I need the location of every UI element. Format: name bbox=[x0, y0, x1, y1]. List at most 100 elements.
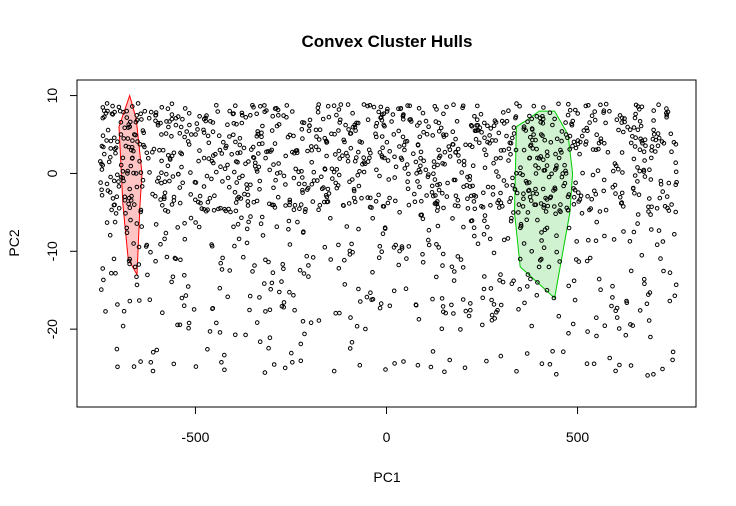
data-point bbox=[134, 274, 139, 280]
data-point bbox=[621, 129, 626, 135]
data-point bbox=[377, 173, 382, 179]
data-point bbox=[444, 194, 450, 199]
data-point bbox=[516, 307, 521, 312]
data-point bbox=[518, 165, 523, 170]
data-point bbox=[108, 174, 113, 180]
data-point bbox=[645, 373, 650, 378]
data-point bbox=[453, 136, 458, 142]
data-point bbox=[243, 332, 248, 338]
data-point bbox=[514, 190, 520, 196]
data-point bbox=[196, 199, 201, 205]
data-point bbox=[267, 167, 273, 173]
data-point bbox=[252, 263, 257, 268]
data-point bbox=[467, 174, 473, 179]
data-point bbox=[583, 103, 589, 109]
data-point bbox=[484, 358, 489, 364]
data-point bbox=[380, 145, 385, 150]
data-point bbox=[477, 140, 482, 146]
data-point bbox=[317, 202, 323, 208]
data-point bbox=[465, 196, 470, 201]
cluster-point bbox=[131, 241, 136, 246]
data-point bbox=[108, 154, 113, 160]
data-point bbox=[432, 177, 438, 182]
data-point bbox=[240, 173, 245, 179]
data-point bbox=[485, 184, 491, 190]
data-point bbox=[193, 220, 198, 225]
data-point bbox=[630, 134, 635, 139]
data-point bbox=[441, 111, 446, 117]
data-point bbox=[527, 113, 532, 119]
data-point bbox=[489, 312, 495, 318]
data-point bbox=[260, 123, 265, 129]
data-point bbox=[206, 156, 212, 161]
data-point bbox=[347, 346, 353, 351]
data-point bbox=[656, 102, 661, 107]
data-point bbox=[348, 145, 354, 151]
data-point bbox=[668, 131, 674, 137]
y-axis-label: PC2 bbox=[6, 229, 22, 256]
data-point bbox=[194, 121, 200, 126]
data-point bbox=[106, 159, 112, 165]
data-point bbox=[664, 194, 670, 199]
data-point bbox=[267, 335, 273, 341]
data-point bbox=[405, 103, 410, 108]
data-point bbox=[488, 126, 494, 131]
data-point bbox=[411, 151, 416, 156]
data-point bbox=[393, 164, 399, 170]
data-point bbox=[184, 129, 189, 134]
data-point bbox=[159, 170, 164, 175]
data-point bbox=[134, 184, 140, 190]
data-point bbox=[649, 144, 655, 149]
data-point bbox=[124, 115, 130, 120]
data-point bbox=[653, 149, 658, 154]
data-point bbox=[128, 119, 133, 125]
data-point bbox=[238, 196, 244, 201]
data-point bbox=[128, 163, 134, 169]
data-point bbox=[277, 289, 282, 295]
data-point bbox=[334, 112, 339, 118]
data-point bbox=[266, 345, 271, 351]
data-point bbox=[207, 195, 213, 201]
data-point bbox=[492, 118, 498, 123]
data-point bbox=[524, 217, 530, 223]
data-point bbox=[146, 156, 151, 161]
data-point bbox=[553, 211, 558, 217]
data-point bbox=[443, 132, 449, 138]
data-point bbox=[563, 168, 568, 174]
data-point bbox=[603, 101, 609, 107]
data-point bbox=[452, 269, 457, 274]
data-point bbox=[437, 181, 443, 187]
data-point bbox=[490, 192, 496, 197]
data-point bbox=[526, 188, 531, 194]
data-point bbox=[111, 256, 117, 262]
data-point bbox=[508, 218, 514, 224]
data-point bbox=[418, 149, 424, 155]
data-point bbox=[146, 115, 152, 121]
data-point bbox=[595, 168, 601, 173]
data-point bbox=[646, 209, 651, 214]
data-point bbox=[180, 116, 185, 122]
data-point bbox=[473, 128, 479, 133]
data-point bbox=[538, 201, 544, 206]
cluster-point bbox=[132, 264, 138, 270]
data-point bbox=[201, 155, 207, 161]
data-point bbox=[150, 349, 156, 355]
cluster-point bbox=[535, 217, 540, 223]
data-point bbox=[178, 150, 183, 156]
data-point bbox=[570, 118, 576, 124]
data-point bbox=[594, 315, 599, 321]
data-point bbox=[473, 136, 479, 142]
data-point bbox=[205, 133, 211, 139]
data-point bbox=[416, 317, 422, 322]
data-point bbox=[101, 277, 106, 283]
data-point bbox=[212, 193, 217, 198]
data-point bbox=[570, 143, 575, 149]
hull-layer bbox=[118, 93, 574, 299]
data-point bbox=[619, 190, 625, 196]
data-point bbox=[311, 169, 317, 175]
data-point bbox=[641, 149, 647, 154]
data-point bbox=[672, 293, 678, 299]
data-point bbox=[635, 179, 640, 184]
data-point bbox=[649, 148, 654, 153]
data-point bbox=[297, 206, 302, 211]
